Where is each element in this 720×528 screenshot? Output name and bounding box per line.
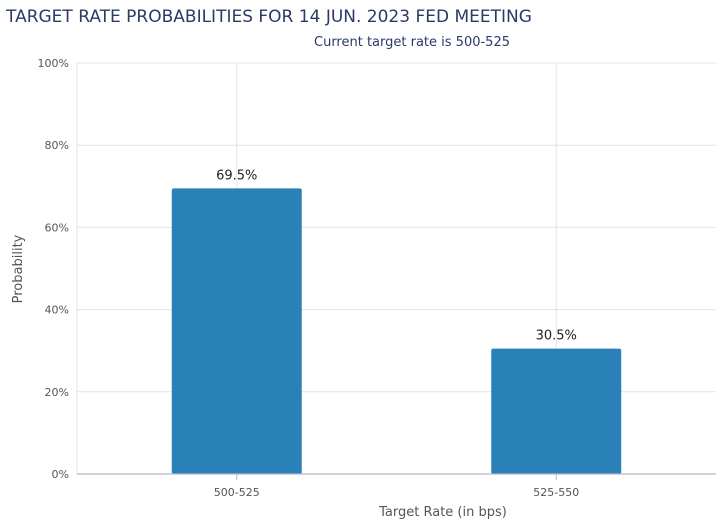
y-tick-label: 100%	[38, 57, 69, 70]
bar	[491, 348, 622, 474]
y-tick-label: 60%	[45, 221, 69, 234]
y-tick-label: 20%	[45, 386, 69, 399]
y-tick-label: 40%	[45, 304, 69, 317]
x-axis-ticks: 500-525 525-550	[214, 474, 579, 499]
chart-title: TARGET RATE PROBABILITIES FOR 14 JUN. 20…	[5, 7, 532, 27]
bar-data-label: 69.5%	[216, 168, 257, 183]
bar-data-label: 30.5%	[536, 329, 577, 344]
bars	[171, 188, 622, 475]
bar-data-labels: 69.5% 30.5%	[216, 168, 577, 343]
x-tick-label: 525-550	[533, 486, 579, 499]
x-tick-label: 500-525	[214, 486, 260, 499]
x-axis-label: Target Rate (in bps)	[378, 505, 507, 520]
bar	[171, 188, 302, 475]
y-tick-label: 80%	[45, 139, 69, 152]
y-axis-ticks: 0% 20% 40% 60% 80% 100%	[38, 57, 69, 481]
chart-subtitle: Current target rate is 500-525	[314, 35, 510, 50]
y-axis-label: Probability	[11, 234, 26, 303]
y-tick-label: 0%	[52, 468, 69, 481]
